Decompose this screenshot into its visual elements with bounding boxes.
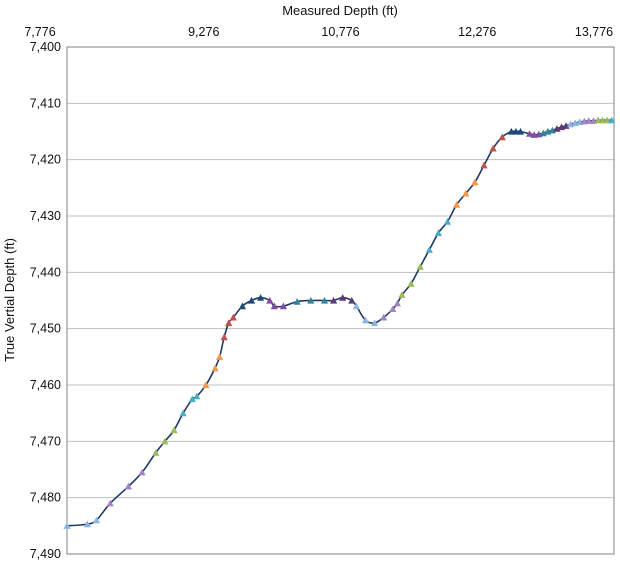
data-point bbox=[152, 449, 160, 456]
data-point bbox=[598, 116, 607, 124]
data-point bbox=[562, 122, 570, 129]
data-point bbox=[548, 126, 556, 134]
data-point bbox=[320, 296, 329, 304]
data-point bbox=[138, 468, 146, 476]
data-point bbox=[270, 302, 278, 310]
data-point bbox=[92, 516, 101, 524]
data-point bbox=[266, 296, 274, 304]
data-point bbox=[330, 296, 338, 304]
y-tick-labels: 7,400 7,410 7,420 7,430 7,440 7,450 7,460 7,470… bbox=[30, 40, 61, 561]
data-point bbox=[393, 299, 401, 307]
data-point bbox=[225, 319, 233, 327]
data-point bbox=[425, 246, 433, 253]
data-point bbox=[229, 313, 237, 321]
data-point bbox=[398, 291, 406, 298]
data-point bbox=[279, 302, 287, 310]
data-point bbox=[526, 130, 534, 137]
data-point bbox=[348, 296, 356, 304]
x-tick-label: 13,776 bbox=[575, 25, 613, 39]
y-tick-label: 7,490 bbox=[30, 547, 61, 561]
data-point bbox=[361, 316, 370, 324]
data-point bbox=[339, 294, 347, 301]
data-point bbox=[480, 161, 488, 169]
gridlines bbox=[67, 102, 614, 499]
data-point bbox=[498, 133, 506, 141]
data-point bbox=[407, 280, 415, 287]
series-line bbox=[66, 119, 612, 527]
data-point bbox=[220, 333, 228, 341]
y-tick-label: 7,420 bbox=[30, 153, 61, 167]
data-point bbox=[443, 218, 452, 225]
data-point bbox=[380, 313, 388, 321]
data-point bbox=[507, 127, 515, 135]
data-point bbox=[63, 522, 71, 529]
y-tick-label: 7,460 bbox=[30, 378, 61, 392]
data-point bbox=[585, 117, 593, 124]
data-point bbox=[434, 229, 442, 236]
data-point bbox=[193, 392, 201, 400]
data-point bbox=[594, 116, 602, 124]
x-tick-label: 10,776 bbox=[321, 25, 359, 39]
data-point bbox=[471, 178, 479, 186]
y-tick-label: 7,400 bbox=[30, 40, 61, 54]
series-markers bbox=[63, 116, 616, 529]
y-tick-label: 7,410 bbox=[30, 96, 61, 110]
data-point bbox=[516, 127, 525, 135]
data-point bbox=[106, 499, 114, 507]
data-point bbox=[489, 144, 497, 152]
y-tick-label: 7,470 bbox=[30, 434, 61, 448]
y-tick-label: 7,430 bbox=[30, 209, 61, 223]
data-point bbox=[371, 319, 379, 327]
y-tick-label: 7,450 bbox=[30, 322, 61, 336]
data-point bbox=[188, 395, 196, 403]
data-point bbox=[247, 296, 256, 304]
data-point bbox=[462, 189, 470, 197]
x-tick-label: 9,276 bbox=[188, 25, 219, 39]
data-point bbox=[352, 302, 360, 310]
x-tick-labels: 7,776 9,276 10,776 12,276 13,776 bbox=[24, 25, 613, 39]
data-point bbox=[211, 364, 219, 372]
data-point bbox=[170, 426, 178, 434]
data-point bbox=[389, 305, 397, 312]
data-point bbox=[416, 263, 424, 270]
x-tick-label: 12,276 bbox=[458, 25, 496, 39]
data-point bbox=[124, 482, 132, 490]
data-point bbox=[512, 127, 520, 135]
data-point bbox=[83, 520, 91, 528]
data-point bbox=[238, 302, 246, 310]
data-point bbox=[161, 437, 169, 445]
data-point bbox=[608, 116, 616, 124]
y-axis-title: True Vertial Depth (ft) bbox=[2, 238, 17, 362]
data-point bbox=[257, 294, 265, 301]
data-point bbox=[307, 296, 315, 304]
data-point bbox=[453, 201, 461, 208]
data-point bbox=[293, 298, 301, 305]
data-point bbox=[179, 409, 187, 417]
x-tick-label: 7,776 bbox=[24, 25, 55, 39]
plot-area bbox=[66, 46, 615, 555]
y-tick-label: 7,440 bbox=[30, 265, 61, 279]
x-axis-title: Measured Depth (ft) bbox=[282, 3, 398, 18]
data-point bbox=[202, 381, 210, 389]
data-point bbox=[539, 129, 547, 137]
y-tick-label: 7,480 bbox=[30, 491, 61, 505]
data-point bbox=[216, 353, 224, 360]
